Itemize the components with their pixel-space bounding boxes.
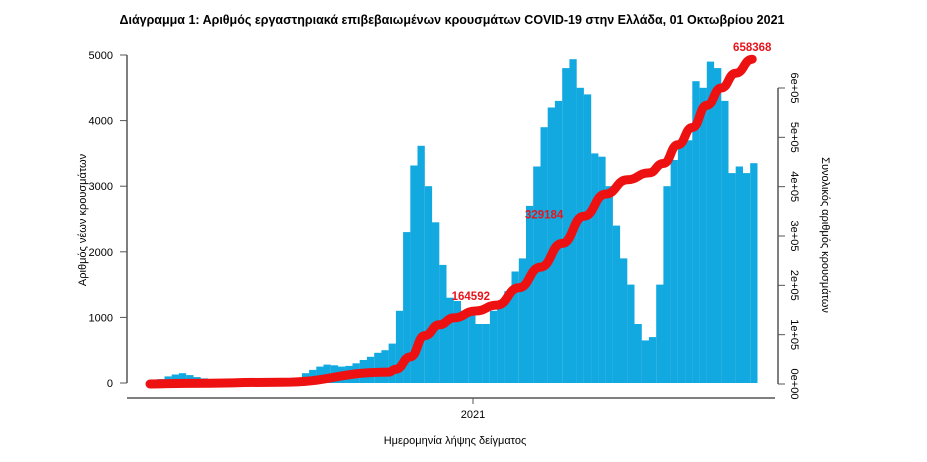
bar — [497, 304, 505, 383]
daily-cases-bars — [150, 59, 758, 384]
bar — [453, 301, 461, 383]
y-tick-label: 1000 — [89, 312, 113, 324]
bar — [504, 291, 512, 383]
x-axis-label: Ημερομηνία λήψης δείγματος — [384, 435, 527, 447]
bar — [750, 163, 758, 383]
y-axis-label: Αριθμός νέων κρουσμάτων — [77, 153, 89, 286]
bar — [656, 284, 664, 383]
bar — [381, 350, 389, 383]
bar — [489, 310, 498, 383]
chart-title: Διάγραμμα 1: Αριθμός εργαστηριακά επιβεβ… — [119, 13, 784, 27]
y2-tick-label: 1e+05 — [788, 319, 800, 350]
annotations: 164592 329184 — [452, 210, 564, 303]
bar — [663, 186, 671, 383]
bar — [605, 186, 613, 383]
bar — [742, 173, 751, 383]
bar — [591, 153, 599, 383]
bar — [533, 166, 541, 383]
y2-tick-label: 4e+05 — [788, 171, 800, 202]
bar — [677, 140, 686, 383]
bar — [620, 258, 628, 383]
bar — [627, 284, 635, 383]
bar — [648, 337, 657, 383]
y2-tick-label: 5e+05 — [788, 122, 800, 153]
y2-axis-label: Συνολικός αριθμός κρουσμάτων — [819, 157, 831, 313]
bar — [460, 310, 469, 383]
bar — [446, 297, 454, 383]
bar — [388, 343, 396, 383]
bar — [511, 271, 519, 383]
bar — [706, 61, 715, 383]
annotation-label: 329184 — [525, 210, 564, 222]
y-tick-label: 3000 — [89, 181, 113, 193]
bar — [540, 127, 548, 383]
bar — [692, 81, 700, 383]
y2-tick-label: 2e+05 — [788, 270, 800, 301]
bar — [728, 173, 736, 383]
y-tick-label: 0 — [107, 378, 113, 390]
y-tick-label: 5000 — [89, 50, 113, 62]
bar — [576, 87, 584, 384]
bar — [171, 374, 179, 383]
y2-tick-label: 3e+05 — [788, 221, 800, 252]
bar — [598, 156, 606, 383]
bar — [432, 222, 440, 383]
annotation-label: 164592 — [452, 291, 490, 303]
bar — [410, 165, 418, 383]
bar — [518, 258, 527, 383]
x-tick-label: 2021 — [461, 409, 485, 421]
bar — [547, 107, 555, 383]
bar — [417, 145, 425, 383]
y2-axis-ticks: 0e+00 1e+05 2e+05 3e+05 4e+05 5e+05 6e+05 — [778, 73, 800, 400]
bar — [735, 166, 743, 383]
bar — [562, 68, 570, 383]
bar — [482, 324, 490, 383]
bar — [699, 87, 707, 384]
annotation-label: 658368 — [733, 42, 772, 54]
bar — [583, 94, 592, 384]
bar — [714, 68, 722, 383]
cumulative-line — [145, 54, 757, 389]
bar — [685, 140, 693, 383]
y-tick-label: 4000 — [89, 116, 113, 128]
bar — [395, 310, 404, 383]
bar — [612, 225, 621, 383]
bar — [403, 232, 411, 383]
bar — [178, 373, 187, 383]
bar — [475, 324, 483, 383]
bar — [634, 324, 642, 383]
y2-tick-label: 0e+00 — [788, 369, 800, 400]
bar — [468, 310, 476, 383]
y-tick-label: 2000 — [89, 247, 113, 259]
bar — [641, 340, 649, 383]
bar — [316, 366, 324, 383]
bar — [721, 100, 729, 384]
y-axis-ticks: 0 1000 2000 3000 4000 5000 — [89, 50, 127, 390]
cumulative-curve — [145, 54, 757, 389]
bar — [323, 364, 331, 383]
y2-tick-label: 6e+05 — [788, 73, 800, 104]
bar — [424, 186, 433, 383]
bar — [526, 205, 534, 383]
bar — [670, 160, 678, 383]
